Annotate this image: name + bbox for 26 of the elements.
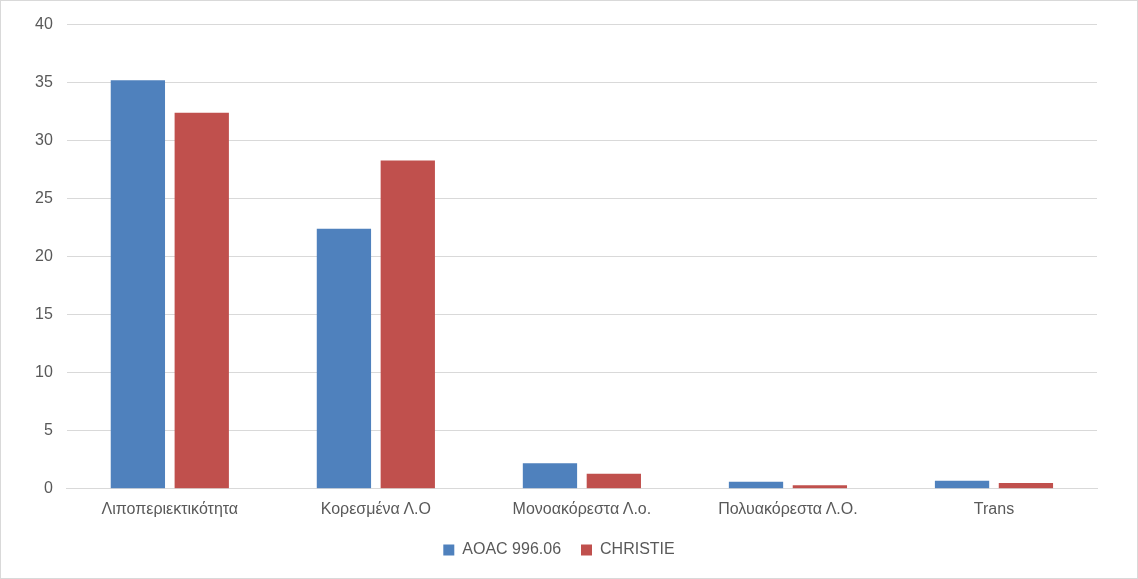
- x-tick-label: Πολυακόρεστα Λ.Ο.: [718, 499, 858, 517]
- x-tick-label: Μονοακόρεστα Λ.ο.: [512, 499, 652, 517]
- x-tick-label: Trans: [973, 499, 1015, 517]
- bar: [792, 485, 848, 489]
- x-tick-label: Λιποπεριεκτικότητα: [101, 499, 239, 517]
- legend-label: AOAC 996.06: [462, 540, 562, 558]
- legend-label: CHRISTIE: [600, 540, 675, 558]
- bar: [998, 483, 1054, 489]
- bar: [380, 160, 435, 489]
- x-tick-label: Κορεσμένα Λ.Ο: [320, 499, 431, 517]
- y-tick-label: 35: [35, 73, 53, 91]
- bar: [522, 463, 578, 489]
- y-tick-label: 15: [35, 305, 53, 323]
- y-tick-label: 40: [35, 15, 53, 33]
- bar: [934, 480, 990, 489]
- bar: [316, 228, 372, 489]
- y-tick-label: 30: [35, 131, 53, 149]
- y-tick-label: 20: [35, 247, 53, 265]
- bar: [174, 112, 229, 489]
- y-tick-label: 25: [35, 189, 53, 207]
- y-tick-label: 10: [35, 363, 53, 381]
- y-tick-label: 5: [43, 421, 53, 439]
- y-tick-label: 0: [43, 479, 53, 497]
- bar: [110, 80, 166, 489]
- bar: [728, 481, 784, 489]
- bar: [586, 473, 641, 489]
